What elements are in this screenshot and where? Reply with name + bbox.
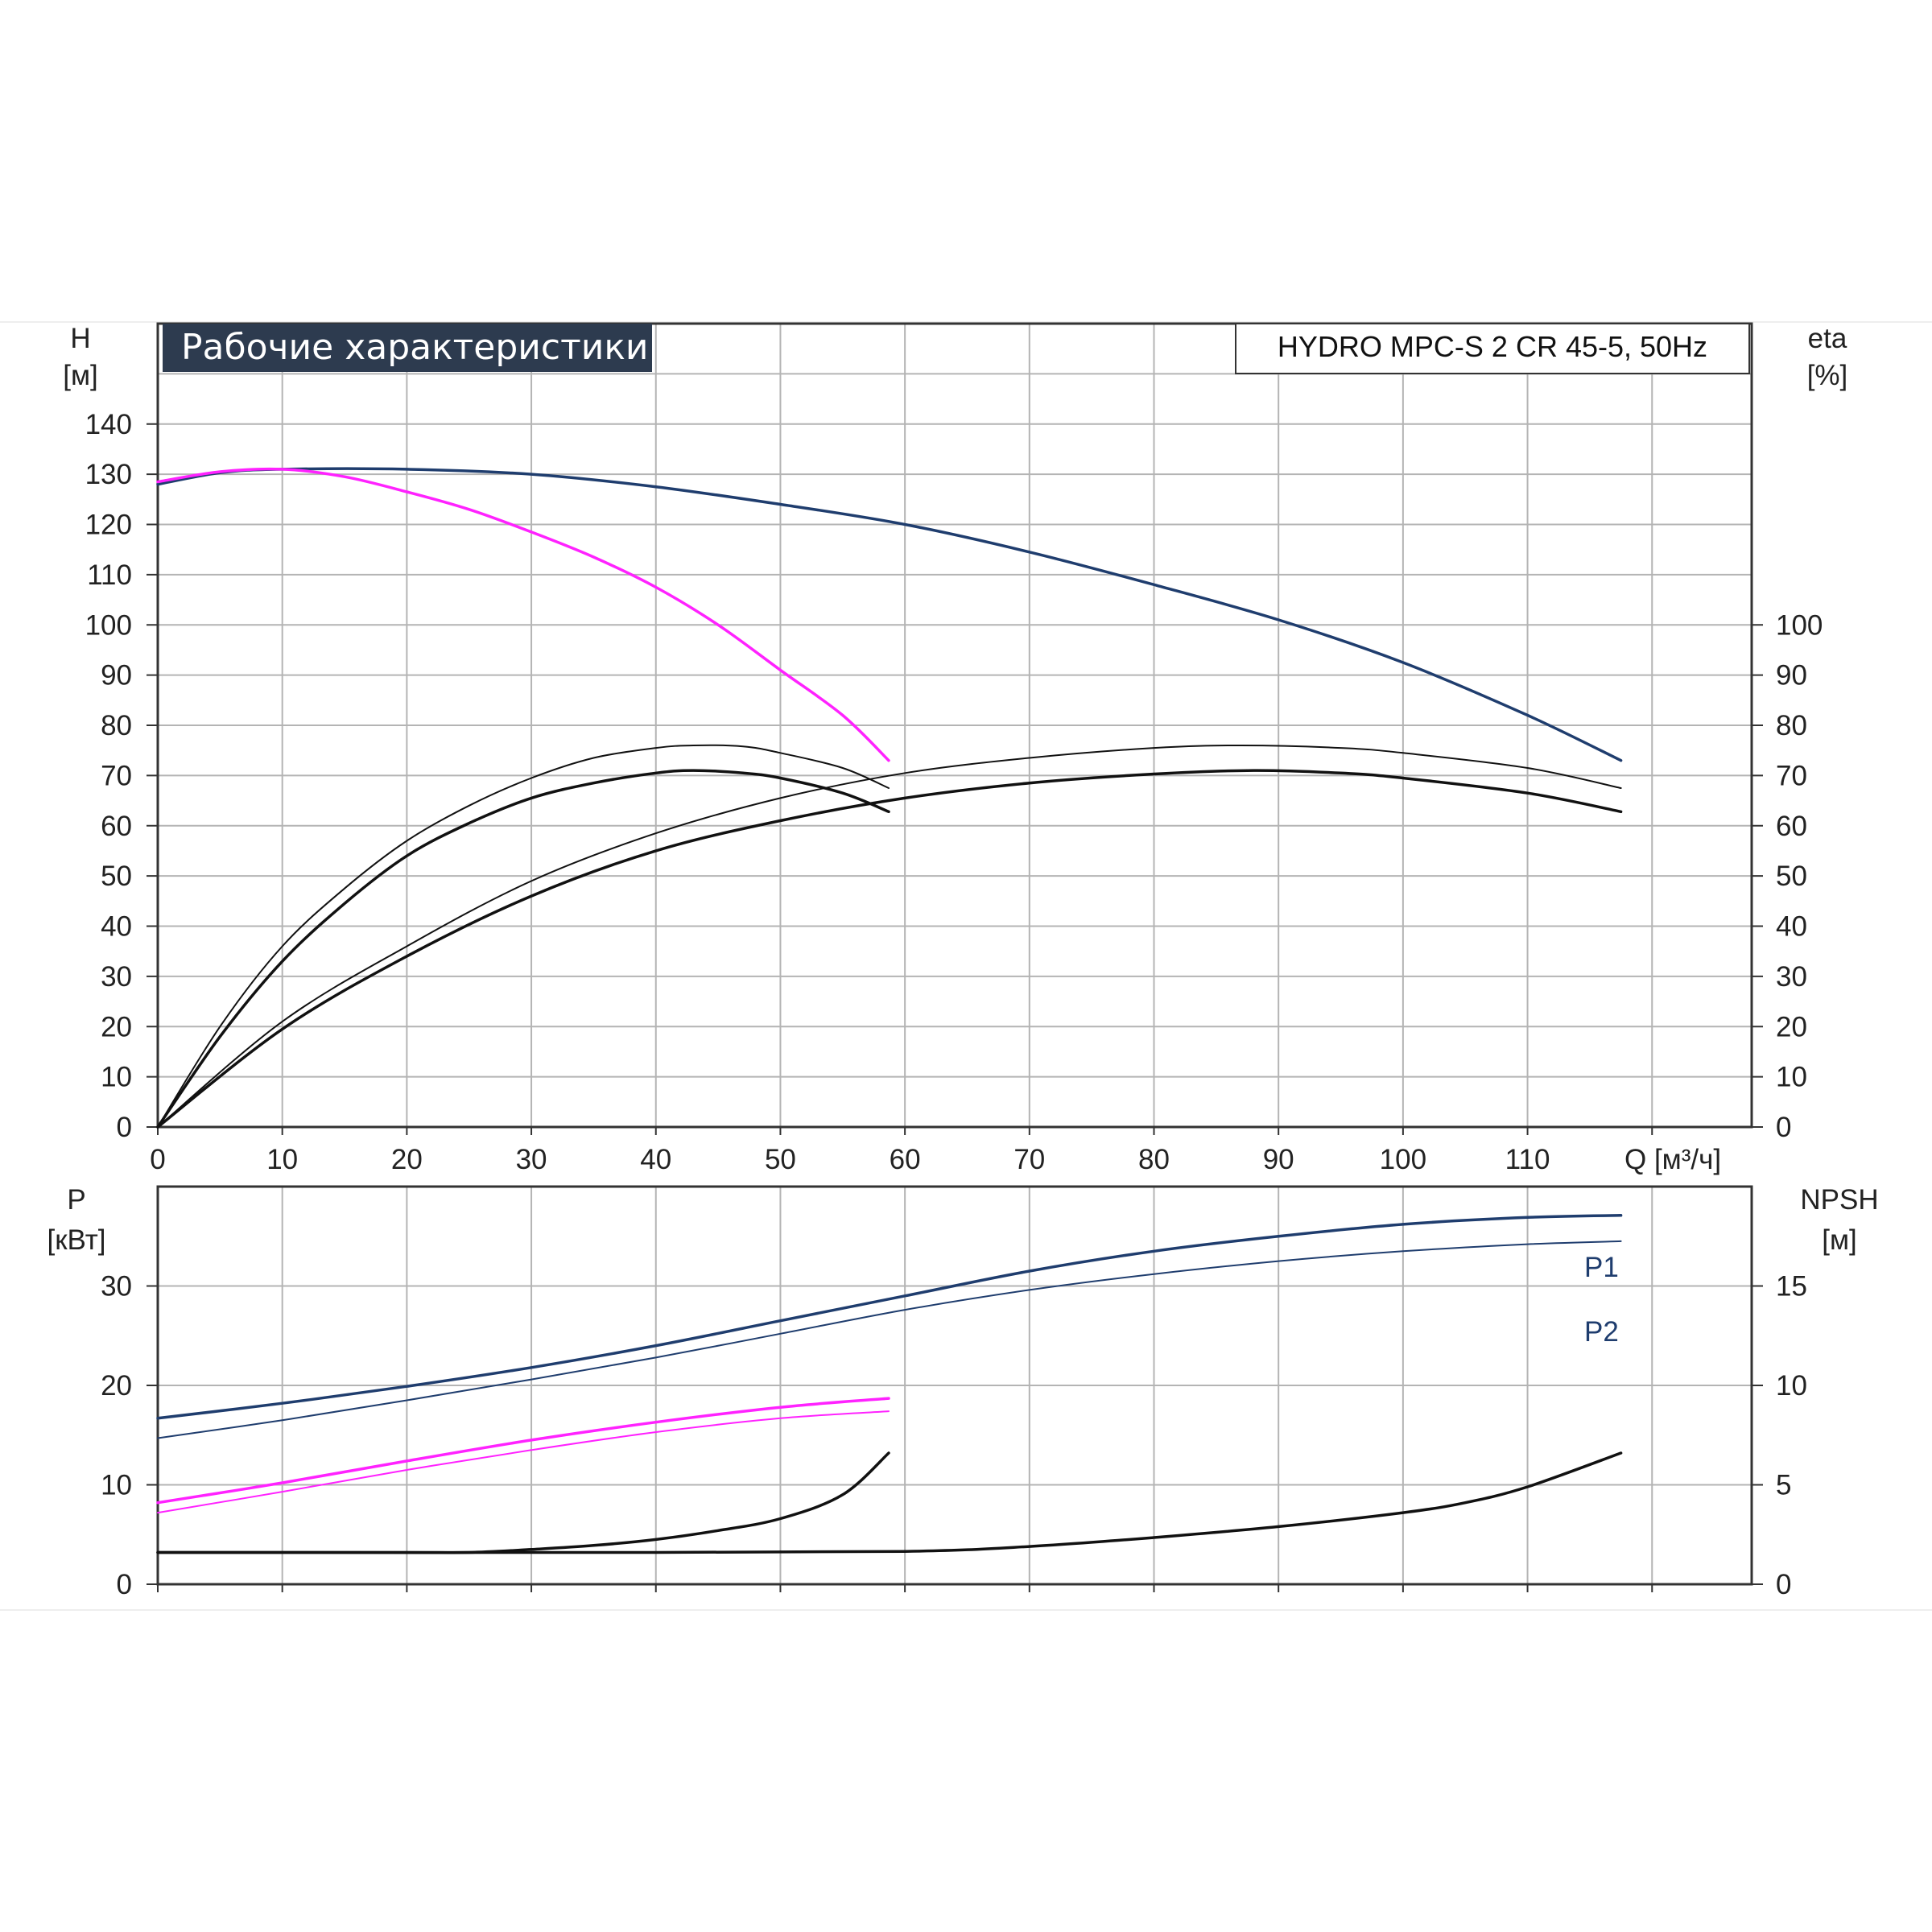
y-left-tick-label: 140 [85,409,132,440]
series-line-bottom-2 [156,1397,890,1505]
y-left-label-top: H [70,323,90,354]
y-left-tick-label: 120 [85,510,132,541]
y-left-tick-label: 0 [117,1569,132,1600]
y-left-tick-label: 80 [101,710,132,741]
series-line-top-4 [157,744,1622,1128]
y-right-tick-label: 20 [1776,1011,1807,1042]
y-left-tick-label: 20 [101,1370,132,1402]
y-left-tick-label: 70 [101,760,132,791]
chart-title: Рабочие характеристики [181,327,649,368]
y-left-unit-bottom: [кВт] [47,1224,106,1256]
y-right-tick-label: 30 [1776,961,1807,993]
x-tick-label: 10 [266,1144,298,1175]
x-tick-label: 20 [391,1144,423,1175]
y-left-tick-label: 110 [87,559,132,591]
y-right-tick-label: 10 [1776,1062,1807,1093]
y-right-label-top: eta [1808,323,1847,354]
y-left-tick-label: 90 [101,660,132,691]
y-left-tick-label: 30 [101,1271,132,1302]
y-left-tick-label: 30 [101,961,132,993]
y-right-tick-label: 0 [1776,1569,1791,1600]
x-tick-label: 0 [150,1144,165,1175]
y-left-tick-label: 20 [101,1011,132,1042]
y-right-tick-label: 60 [1776,811,1807,842]
x-tick-label: 40 [640,1144,671,1175]
series-line-bottom-1 [157,1240,1622,1439]
model-label: HYDRO MPC-S 2 CR 45-5, 50Hz [1278,330,1707,363]
x-tick-label: 50 [765,1144,796,1175]
y-right-tick-label: 0 [1776,1112,1791,1143]
y-right-tick-label: 10 [1776,1370,1807,1402]
y-right-unit-bottom: [м] [1822,1224,1857,1256]
series-line-bottom-5 [156,1451,1623,1554]
series-line-top-3 [156,769,890,1129]
y-right-tick-label: 50 [1776,861,1807,892]
x-axis-label: Q [м³/ч] [1624,1144,1721,1175]
x-tick-label: 80 [1138,1144,1170,1175]
head-efficiency-plot: 0102030405060708090100110120130140010203… [85,322,1823,1175]
series-line-top-5 [156,769,1623,1129]
y-right-tick-label: 80 [1776,710,1807,741]
x-tick-label: 70 [1013,1144,1045,1175]
y-left-unit-top: [м] [63,360,98,391]
power-npsh-plot: 0 10 20 30 0 5 10 15 [101,1185,1807,1600]
title-box [163,324,652,372]
y-left-tick-label: 0 [117,1112,132,1143]
x-tick-label: 30 [516,1144,547,1175]
series-line-bottom-3 [157,1410,890,1514]
y-left-tick-label: 130 [85,459,132,490]
series-label-p1: P1 [1584,1252,1619,1283]
y-left-label-bottom: P [67,1184,85,1216]
y-right-label-bottom: NPSH [1800,1184,1878,1216]
series-line-bottom-0 [156,1214,1623,1420]
y-right-unit-top: [%] [1807,360,1848,391]
y-right-tick-label: 100 [1776,609,1823,641]
y-right-tick-label: 5 [1776,1470,1791,1501]
series-line-bottom-4 [156,1451,890,1554]
series-label-p2: P2 [1584,1316,1619,1348]
x-tick-label: 110 [1505,1144,1550,1175]
series-line-top-0 [156,467,1623,762]
y-right-tick-label: 40 [1776,911,1807,943]
x-tick-label: 90 [1263,1144,1294,1175]
y-left-tick-label: 40 [101,911,132,943]
y-left-tick-label: 10 [101,1062,132,1093]
y-right-tick-label: 90 [1776,660,1807,691]
x-tick-label: 100 [1380,1144,1426,1175]
series-line-top-1 [156,467,890,762]
model-label-box [1235,323,1750,374]
y-right-tick-label: 70 [1776,760,1807,791]
y-left-tick-label: 10 [101,1470,132,1501]
y-left-tick-label: 60 [101,811,132,842]
y-left-tick-label: 100 [85,609,132,641]
x-tick-label: 60 [890,1144,921,1175]
y-left-tick-label: 50 [101,861,132,892]
y-right-tick-label: 15 [1776,1271,1807,1302]
series-line-top-2 [157,744,890,1128]
